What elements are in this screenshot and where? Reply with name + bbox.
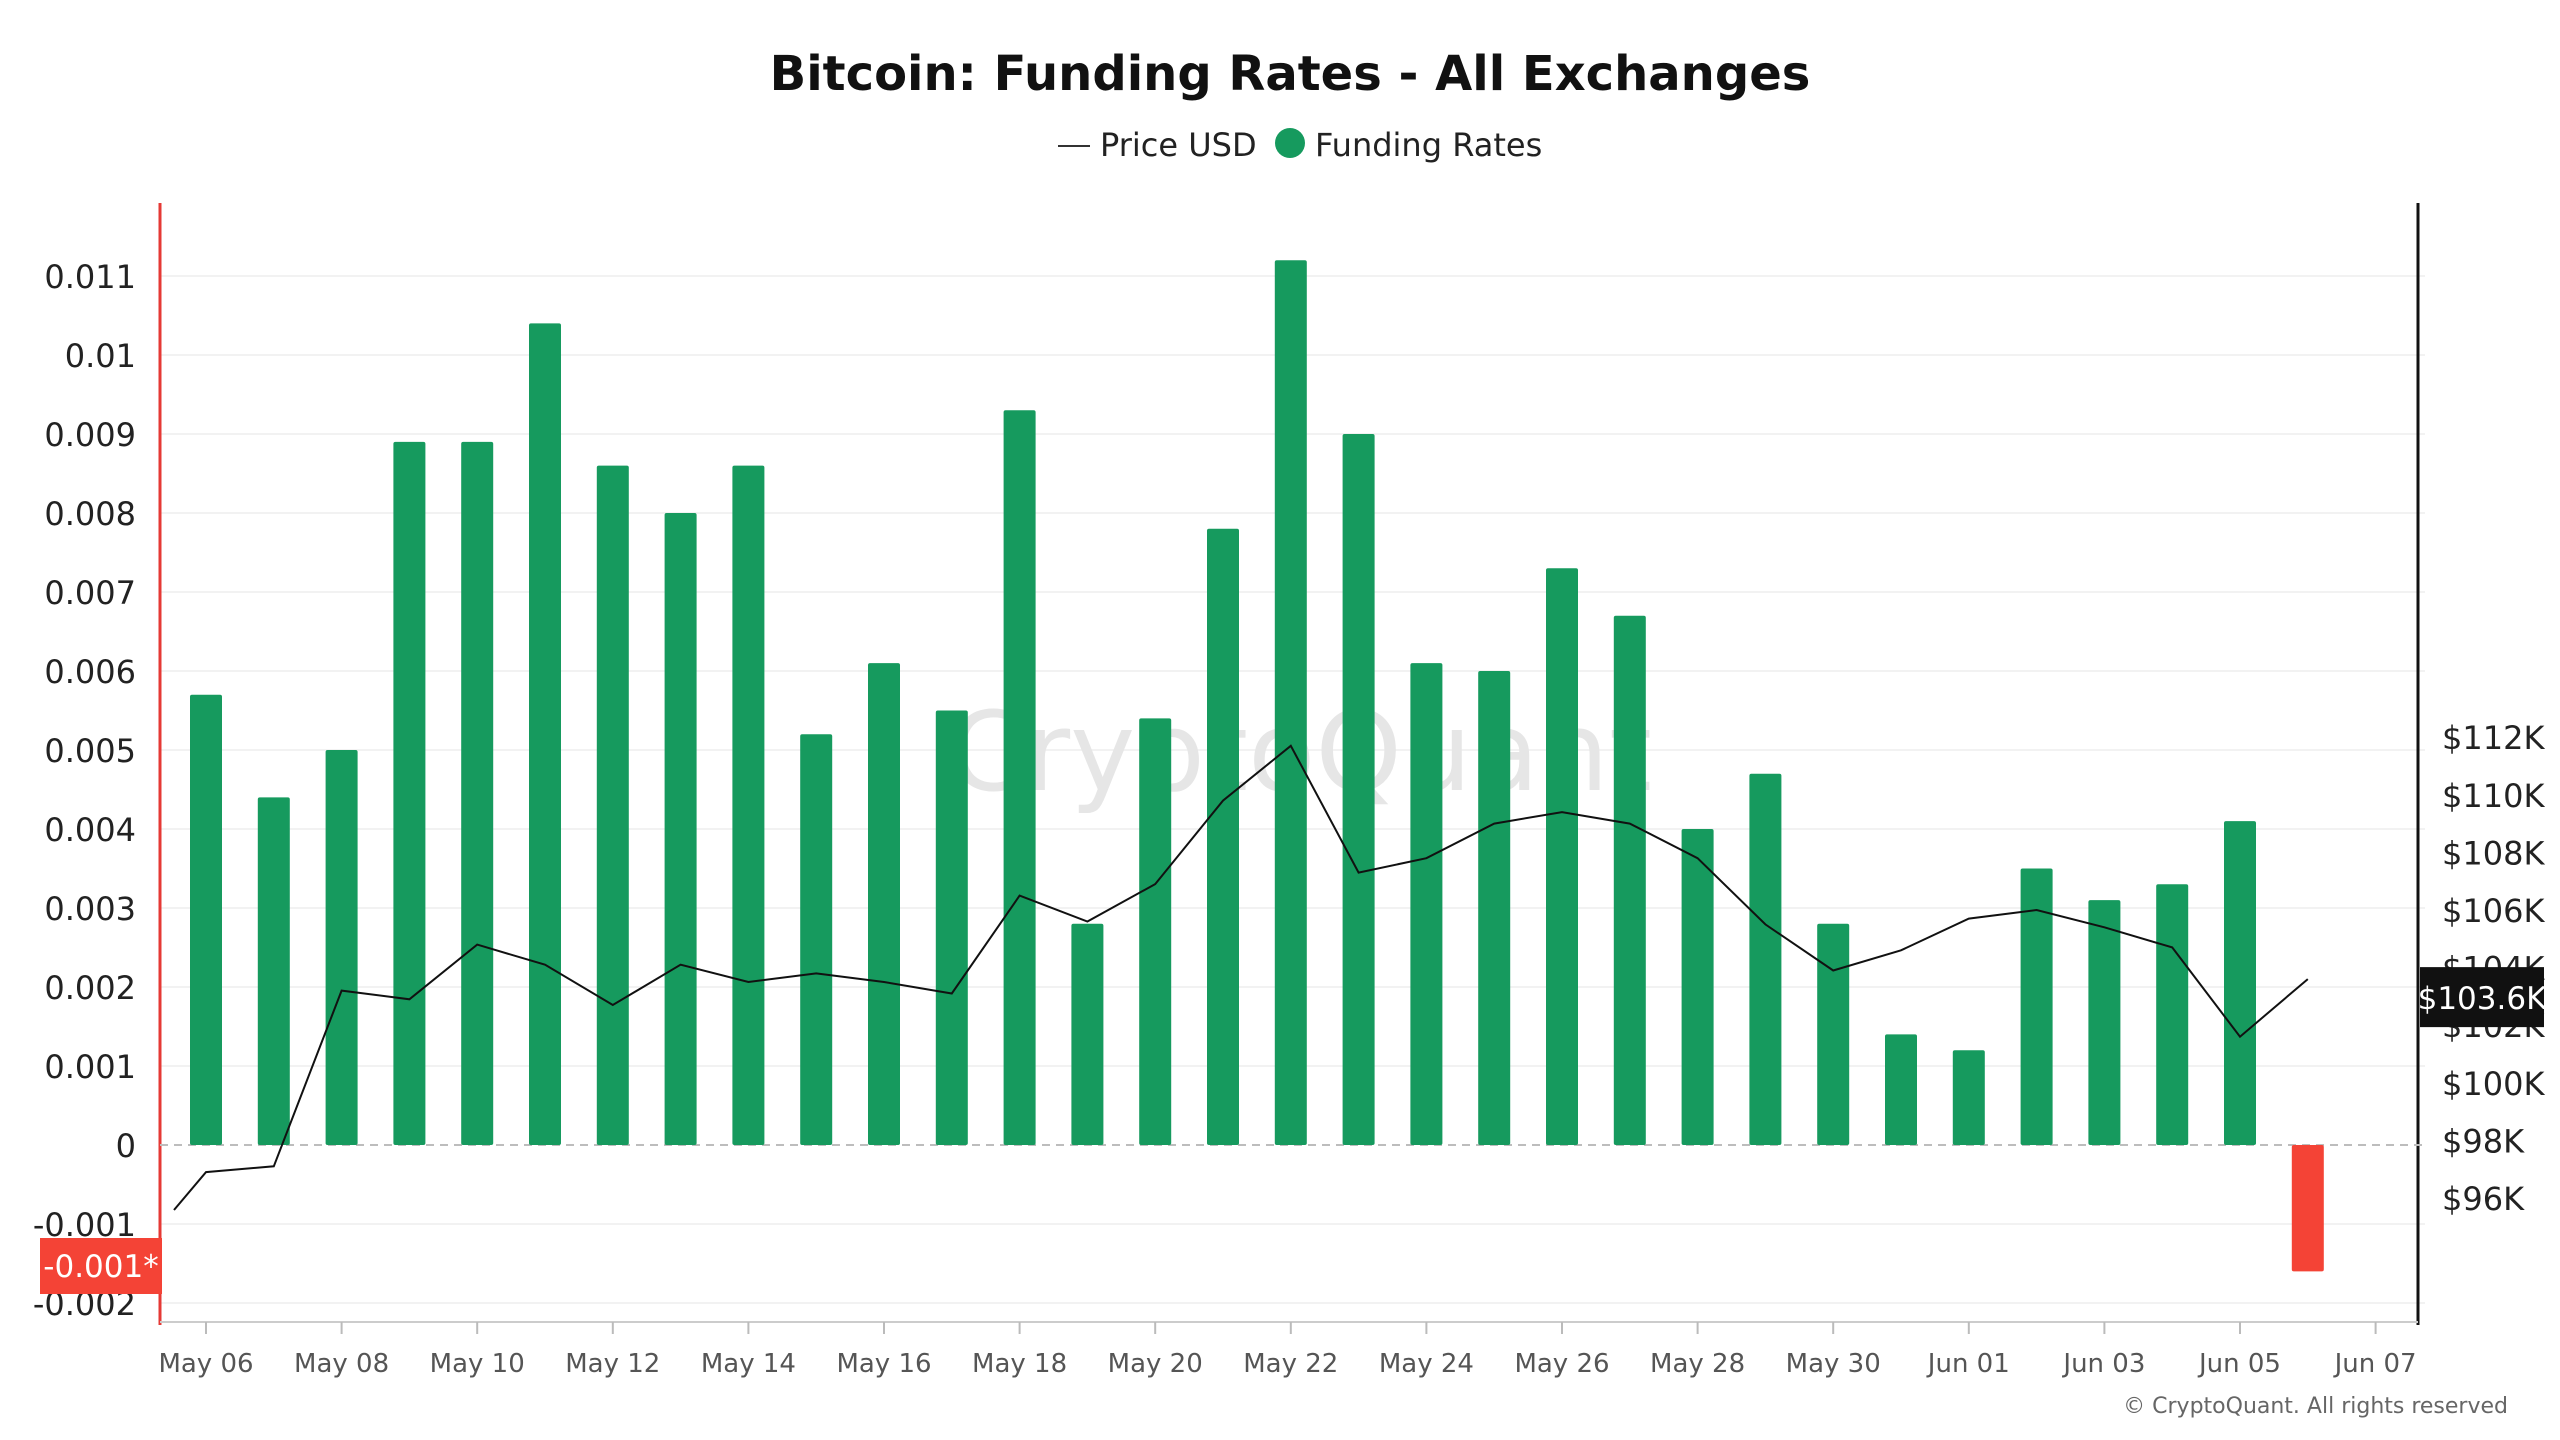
y-right-tick-label: $96K [2442, 1180, 2525, 1218]
funding-rate-bar [868, 663, 900, 1145]
funding-rate-bar [2291, 1145, 2324, 1272]
y-right-tick-label: $110K [2442, 777, 2545, 815]
funding-rate-bar [1003, 410, 1036, 1145]
y-left-tick-label: 0.006 [44, 653, 136, 691]
funding-rate-bar [1749, 773, 1782, 1145]
funding-rate-bar [1342, 434, 1375, 1145]
funding-rate-bar [1681, 829, 1714, 1145]
funding-rate-bar [325, 750, 358, 1145]
funding-rate-bar [1817, 923, 1850, 1145]
y-left-tick-label: 0.005 [44, 732, 136, 770]
y-right-tick-label: $108K [2442, 834, 2545, 872]
funding-rate-bar [732, 465, 765, 1146]
current-rate-badge [40, 1238, 162, 1294]
y-left-tick-label: 0.003 [44, 890, 136, 928]
funding-rate-bar [393, 441, 426, 1145]
funding-rate-bar [1071, 923, 1104, 1145]
x-tick-label: May 24 [1379, 1349, 1474, 1379]
y-left-tick-label: 0.011 [44, 258, 136, 296]
current-price-badge [2420, 967, 2544, 1028]
x-tick-label: May 08 [294, 1349, 389, 1379]
funding-rate-bar [596, 465, 629, 1146]
copyright-text: © CryptoQuant. All rights reserved [2123, 1394, 2508, 1419]
x-tick-label: Jun 07 [2333, 1349, 2417, 1379]
chart-title: Bitcoin: Funding Rates - All Exchanges [770, 46, 1811, 102]
y-left-tick-label: 0 [116, 1127, 136, 1165]
y-right-tick-label: $100K [2442, 1065, 2545, 1103]
funding-rate-bar [1478, 671, 1511, 1145]
funding-rate-bar [529, 323, 561, 1145]
funding-rate-bar [1207, 528, 1239, 1145]
x-tick-label: May 12 [565, 1349, 660, 1379]
funding-rate-bar [1410, 663, 1443, 1145]
funding-rate-bar [257, 797, 290, 1145]
x-tick-label: May 30 [1786, 1349, 1881, 1379]
funding-rate-bar [800, 734, 833, 1145]
funding-rate-bar [1952, 1050, 1985, 1145]
y-left-tick-label: 0.008 [44, 495, 136, 533]
y-right-tick-label: $106K [2442, 892, 2545, 930]
x-tick-label: Jun 03 [2061, 1349, 2145, 1379]
funding-rate-bar [2224, 821, 2256, 1145]
y-left-tick-label: 0.01 [65, 337, 136, 375]
current-rate-badge-label: -0.001* [43, 1249, 158, 1285]
funding-rate-bar [1139, 718, 1172, 1145]
x-tick-label: May 06 [158, 1349, 253, 1379]
funding-rate-bar [1613, 615, 1646, 1145]
funding-rate-bar [461, 441, 494, 1145]
funding-rate-bar [2088, 900, 2121, 1145]
x-tick-label: May 18 [972, 1349, 1067, 1379]
y-left-tick-label: 0.004 [44, 811, 136, 849]
y-right-tick-label: $98K [2442, 1122, 2525, 1160]
current-price-badge-label: $103.6K [2418, 981, 2547, 1017]
x-tick-label: May 14 [701, 1349, 796, 1379]
price-usd-line [173, 744, 2309, 1211]
x-tick-label: May 28 [1650, 1349, 1745, 1379]
funding-rate-bar [1274, 260, 1307, 1145]
funding-rate-bar [935, 710, 968, 1145]
y-left-tick-label: -0.001 [33, 1206, 136, 1244]
x-tick-label: May 20 [1108, 1349, 1203, 1379]
x-tick-label: Jun 05 [2197, 1349, 2281, 1379]
x-tick-label: May 22 [1243, 1349, 1338, 1379]
funding-rate-bar [190, 694, 222, 1145]
funding-rate-bar [664, 513, 697, 1145]
funding-rate-bar [2156, 884, 2189, 1145]
y-left-tick-label: 0.009 [44, 416, 136, 454]
legend-dot-icon [1275, 128, 1305, 158]
legend-price-usd: Price USD [1100, 126, 1257, 164]
funding-rate-bar [2020, 868, 2053, 1145]
legend-funding-rates: Funding Rates [1315, 126, 1542, 164]
x-tick-label: May 26 [1514, 1349, 1609, 1379]
x-tick-label: May 16 [836, 1349, 931, 1379]
x-tick-label: Jun 01 [1926, 1349, 2010, 1379]
y-left-tick-label: 0.007 [44, 574, 136, 612]
funding-rate-bar [1885, 1034, 1917, 1145]
x-tick-label: May 10 [430, 1349, 525, 1379]
y-left-tick-label: 0.002 [44, 969, 136, 1007]
y-right-tick-label: $112K [2442, 719, 2545, 757]
funding-rate-bar [1546, 568, 1578, 1145]
y-left-tick-label: 0.001 [44, 1048, 136, 1086]
